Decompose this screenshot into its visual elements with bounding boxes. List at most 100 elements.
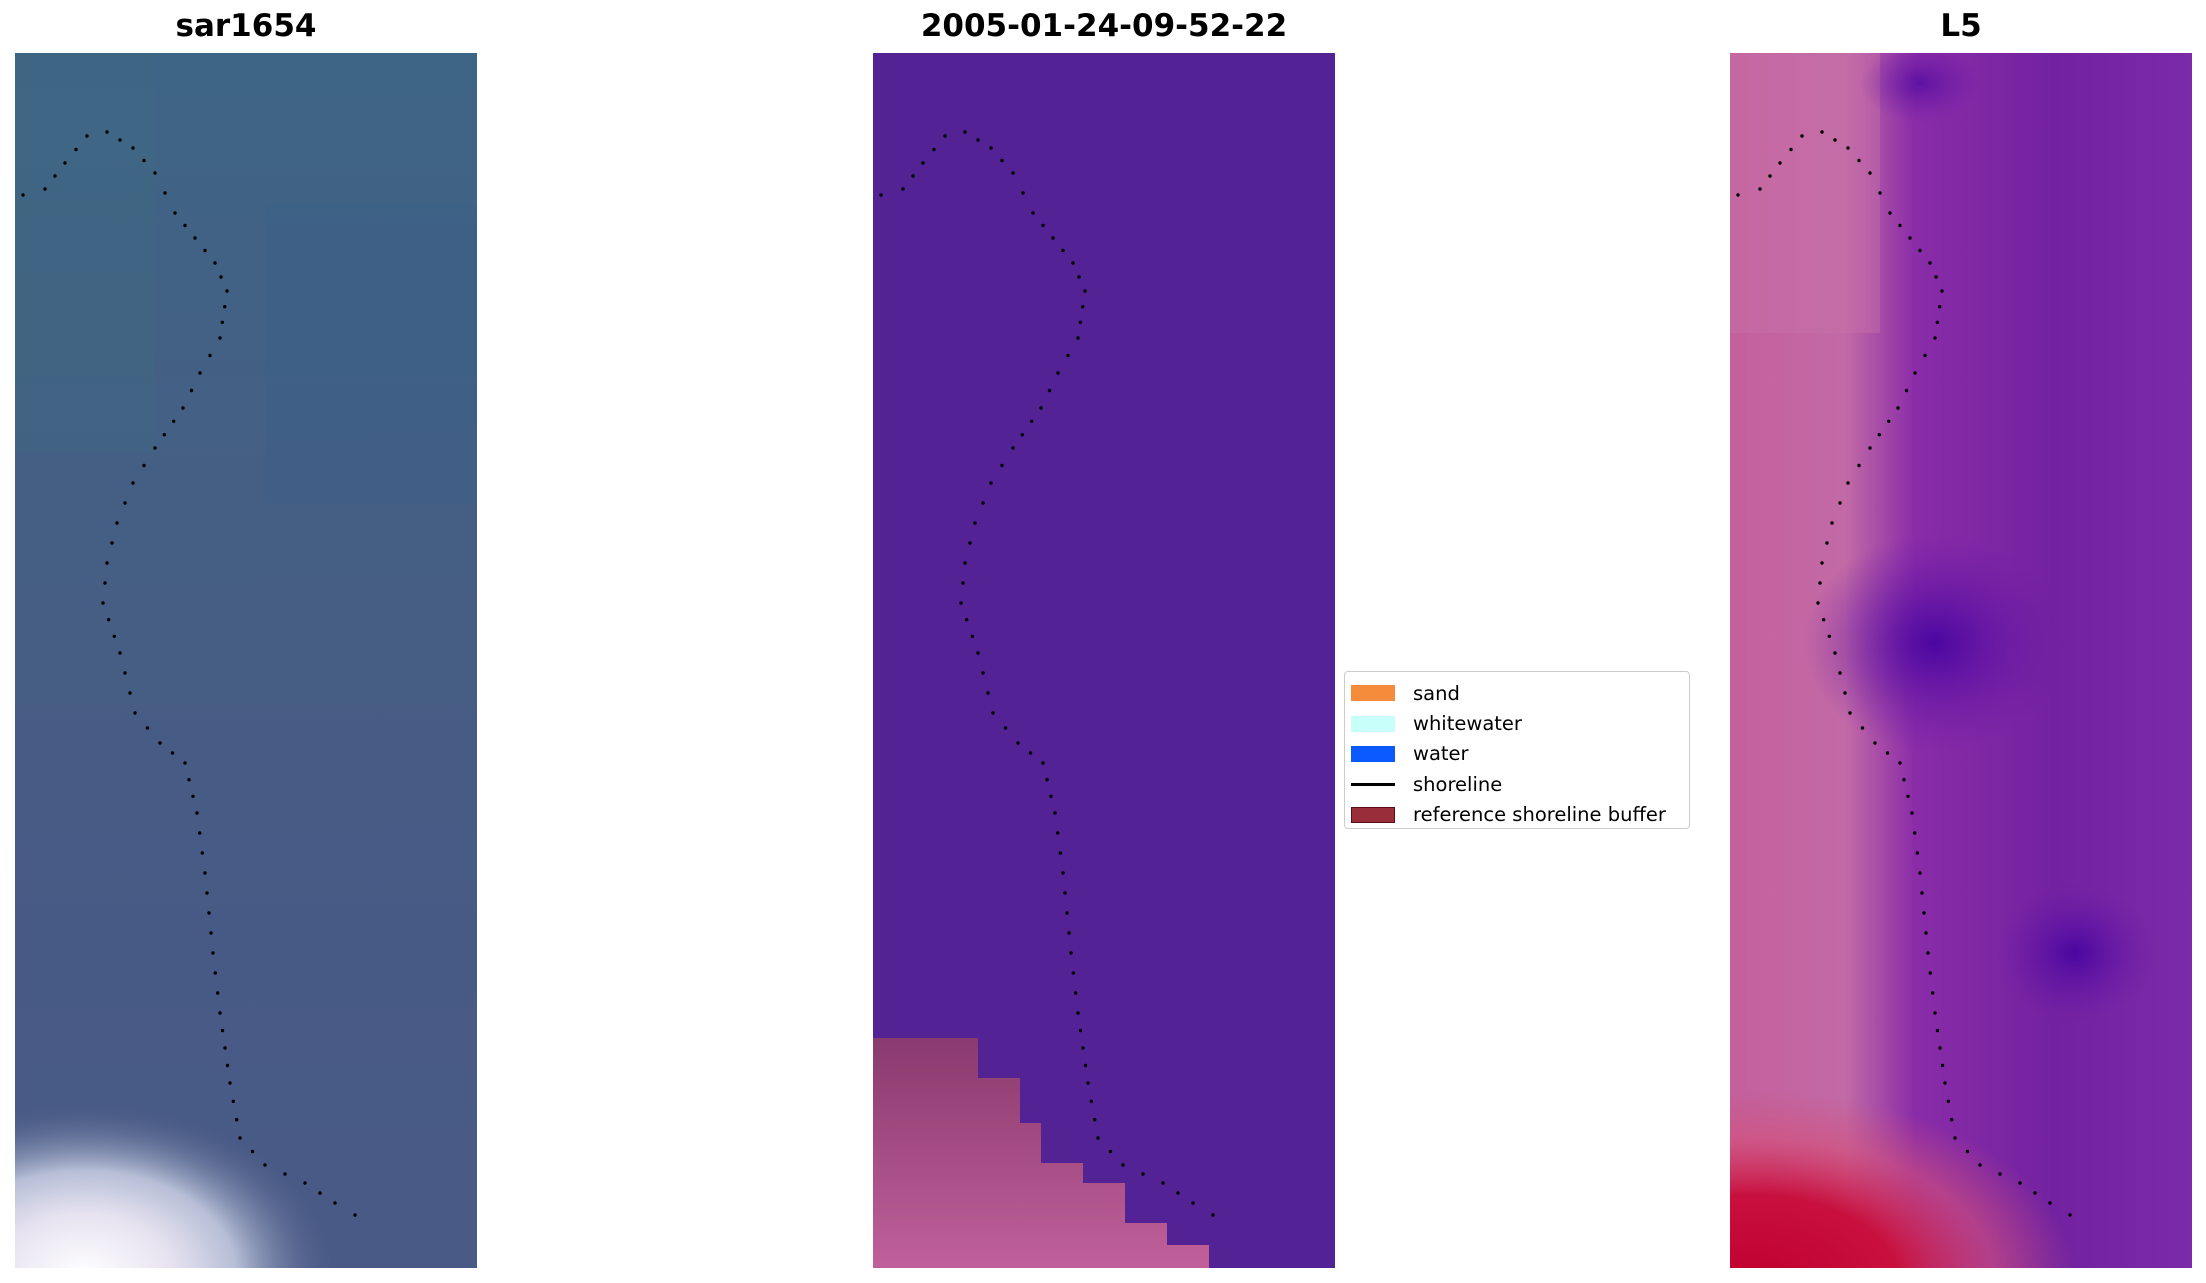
classification-image — [873, 53, 1335, 1268]
shoreline-dot — [1933, 1011, 1937, 1015]
shoreline-dot — [110, 541, 114, 545]
shoreline-dot — [208, 353, 212, 358]
shoreline-dot — [968, 541, 972, 545]
whitewater-swatch — [1351, 715, 1395, 732]
shoreline-dot — [225, 289, 229, 293]
shoreline-dot — [1758, 187, 1762, 191]
shoreline-dot — [1041, 223, 1045, 228]
shoreline-dot — [911, 174, 915, 178]
shoreline-dot — [1047, 388, 1052, 393]
shoreline-dot — [250, 1149, 255, 1154]
shoreline-dot — [74, 147, 78, 152]
panel-title-rgb: sar1654 — [175, 8, 317, 44]
shoreline-dot — [200, 851, 204, 855]
shoreline-dot — [1077, 275, 1081, 279]
shoreline-dot — [1778, 161, 1782, 165]
shoreline-dot — [198, 371, 202, 375]
shoreline-dot — [133, 711, 137, 715]
legend-item-whitewater: whitewater — [1351, 708, 1689, 738]
shoreline-dot — [131, 481, 135, 485]
shoreline-dot — [943, 134, 947, 138]
shoreline-dot — [1935, 320, 1939, 324]
shoreline-dot — [2048, 1201, 2052, 1205]
shoreline-dot — [128, 691, 132, 695]
shoreline-dot — [43, 187, 47, 191]
shoreline-dot — [187, 778, 191, 782]
shoreline-dot — [153, 171, 157, 175]
shoreline-dot — [1071, 971, 1075, 975]
shoreline-dot — [1902, 778, 1906, 782]
shoreline-dot — [1020, 433, 1024, 437]
shoreline-dot — [1000, 158, 1004, 163]
shoreline-dot — [1076, 1011, 1080, 1015]
shoreline-dot — [1931, 991, 1935, 995]
shoreline-dot — [142, 158, 146, 163]
shoreline-dot — [1857, 158, 1861, 163]
shoreline-dot — [1860, 726, 1865, 730]
shoreline-dot — [231, 1099, 235, 1104]
shoreline-dot — [1868, 446, 1872, 450]
shoreline-dot — [1908, 236, 1912, 240]
shoreline-dot — [1943, 1081, 1947, 1085]
shoreline-dot — [1078, 1028, 1083, 1033]
shoreline-dot — [1878, 191, 1882, 195]
shoreline-dot — [1083, 1063, 1088, 1068]
shoreline-dot — [1086, 1081, 1090, 1085]
shoreline-dot — [1061, 871, 1065, 875]
shoreline-dot — [263, 1163, 267, 1167]
shoreline-dot — [1920, 891, 1924, 895]
index-image-panel — [1730, 53, 2192, 1268]
shoreline-dot — [142, 463, 146, 468]
panel-title-classification: 2005-01-24-09-52-22 — [920, 8, 1288, 44]
shoreline-dot — [219, 275, 223, 279]
shoreline-dot — [1768, 174, 1772, 178]
shoreline-dot — [107, 618, 111, 622]
shoreline-dot — [213, 261, 217, 265]
legend-item-sand: sand — [1351, 678, 1689, 708]
shoreline-dot — [1935, 1028, 1940, 1033]
shoreline-dot — [103, 581, 107, 585]
rgb-image — [15, 53, 477, 1268]
shoreline-dot — [53, 174, 57, 178]
legend-label: water — [1413, 742, 1469, 766]
shoreline-dot — [1918, 248, 1922, 253]
shoreline-dot — [1108, 1149, 1113, 1154]
shoreline-dot — [1928, 261, 1932, 265]
shoreline-dot — [1934, 275, 1938, 279]
shoreline-dot — [1011, 446, 1015, 450]
shoreline-dot — [333, 1201, 337, 1205]
shoreline-dot — [1041, 761, 1045, 765]
shoreline-dot — [1000, 463, 1004, 468]
shoreline-dot — [1067, 931, 1071, 935]
shoreline-dot — [1069, 951, 1073, 955]
legend-item-shoreline: shoreline — [1351, 769, 1689, 799]
shoreline-dot — [1816, 601, 1820, 605]
shoreline-dot — [1074, 991, 1078, 995]
shoreline-dot — [1898, 761, 1902, 765]
shoreline-dot — [211, 951, 215, 955]
shoreline-dot — [235, 1118, 239, 1122]
shoreline-dot — [218, 1011, 222, 1015]
shoreline-dot — [1946, 1099, 1950, 1104]
shoreline-dot — [1820, 130, 1824, 134]
shoreline-dot — [1978, 1163, 1982, 1167]
shoreline-dot — [1873, 741, 1877, 745]
shoreline-dot — [976, 138, 980, 142]
shoreline-dot — [115, 521, 119, 525]
shoreline-dot — [1083, 289, 1087, 293]
shoreline-dot — [981, 671, 985, 675]
shoreline-dot — [976, 651, 980, 655]
shoreline-dot — [2068, 1213, 2072, 1217]
shoreline-dot — [1789, 147, 1793, 152]
shoreline-dot — [181, 406, 185, 410]
shoreline-dot — [163, 191, 167, 195]
shoreline-dot — [1833, 651, 1837, 655]
shoreline-dot — [1081, 305, 1085, 309]
shoreline-dot — [1938, 305, 1942, 309]
shoreline-dot — [1176, 1191, 1180, 1195]
shoreline-dot — [2018, 1181, 2022, 1185]
shoreline-dot — [1940, 1063, 1945, 1068]
shoreline-dot — [879, 193, 883, 197]
shoreline-dot — [1051, 236, 1055, 240]
shoreline-dot — [1868, 171, 1872, 175]
